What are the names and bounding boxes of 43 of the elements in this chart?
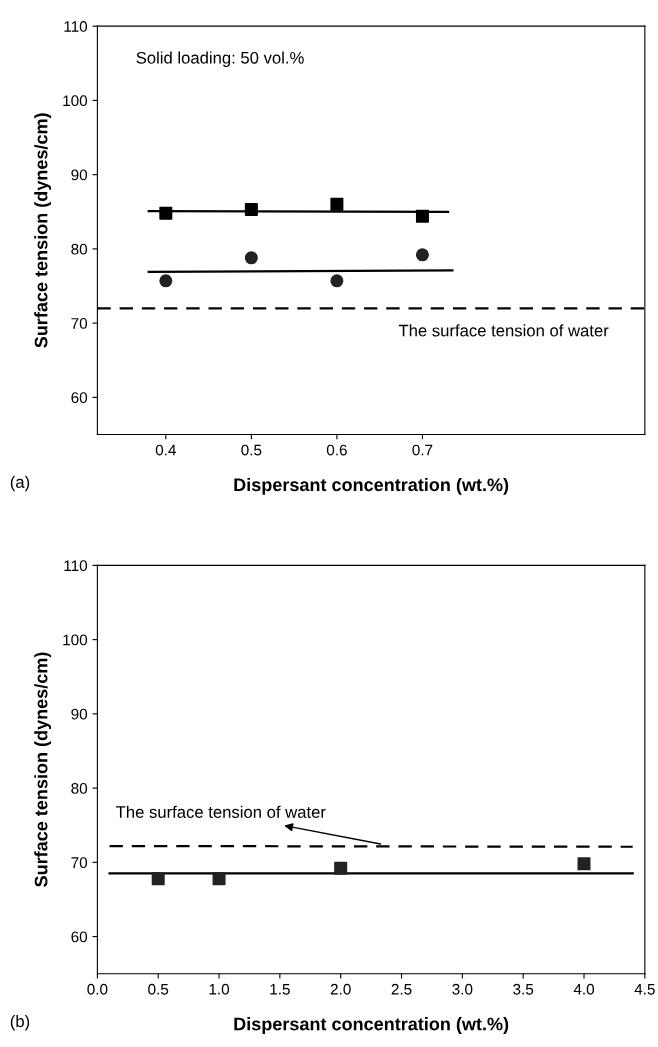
x-tick-label: 4.0 <box>573 983 595 995</box>
text: (b) <box>10 1014 30 1031</box>
y-tick-label: 60 <box>71 392 88 404</box>
x-tick-label: 4.5 <box>634 983 655 995</box>
text: (a) <box>10 475 30 492</box>
x-tick-label: 2.5 <box>391 983 412 995</box>
point <box>330 197 344 211</box>
point <box>330 274 344 288</box>
point <box>244 251 258 265</box>
x-axis-title: Dispersant concentration (wt.%) <box>234 477 509 495</box>
annotation: Solid loading: 50 vol.% <box>136 51 304 68</box>
y-tick-label: 70 <box>71 857 88 869</box>
point <box>415 248 429 262</box>
x-tick-label: 0.4 <box>155 444 176 456</box>
x-tick-label: 1.5 <box>270 983 290 995</box>
point <box>159 274 173 288</box>
x-tick-label: 1.0 <box>209 983 230 995</box>
y-tick-label: 60 <box>71 931 88 943</box>
x-tick-label: 0.6 <box>326 444 347 456</box>
y-tick-label: 80 <box>71 243 88 255</box>
point <box>244 203 258 217</box>
y-tick-label: 80 <box>71 782 88 794</box>
x-tick-label: 0.7 <box>412 444 433 456</box>
y-tick-label: 100 <box>63 95 88 107</box>
point <box>415 209 429 223</box>
x-tick-label: 0.0 <box>87 983 108 995</box>
x-axis-title: Dispersant concentration (wt.%) <box>234 1017 509 1034</box>
annotation: The surface tension of water <box>398 324 609 337</box>
x-tick-label: 2.0 <box>330 983 351 995</box>
y-tick-label: 90 <box>71 708 88 720</box>
y-tick-label: 70 <box>71 318 88 329</box>
y-tick-label: 90 <box>71 169 88 181</box>
point <box>159 206 173 220</box>
annotation: The surface tension of water <box>116 805 326 818</box>
x-tick-label: 0.5 <box>148 983 169 995</box>
y-tick-label: 100 <box>63 634 88 646</box>
y-tick-label: 110 <box>64 21 88 32</box>
y-axis-title: Surface tension (dynes/cm) <box>34 652 52 887</box>
x-tick-label: 0.5 <box>241 444 262 456</box>
y-tick-label: 110 <box>64 560 88 572</box>
x-tick-label: 3.0 <box>452 983 473 995</box>
x-tick-label: 3.5 <box>513 983 534 995</box>
y-axis-title: Surface tension (dynes/cm) <box>34 113 52 348</box>
